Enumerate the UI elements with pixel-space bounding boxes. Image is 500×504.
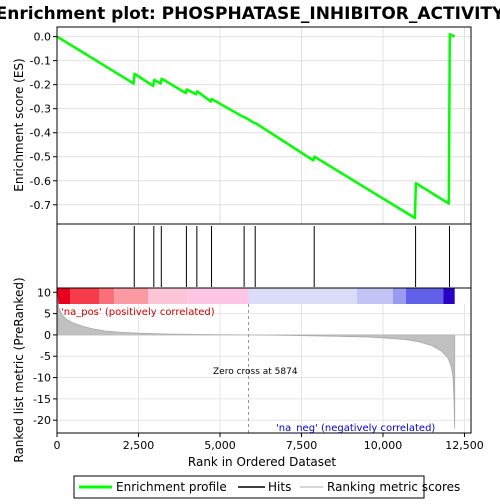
positive-correlation-label: 'na_pos' (positively correlated): [61, 307, 215, 318]
colorbar-segment: [70, 288, 100, 304]
es-y-ticks: 0.0 -0.1 -0.2 -0.3 -0.4 -0.5 -0.6 -0.7: [30, 31, 57, 212]
chart-title: Enrichment plot: PHOSPHATASE_INHIBITOR_A…: [0, 4, 500, 24]
x-tick-label: 10,000: [364, 439, 403, 452]
metric-y-tick-label: 5: [44, 308, 51, 321]
x-tick-label: 7,500: [286, 439, 318, 452]
metric-y-tick-label: -5: [40, 350, 51, 363]
colorbar-segment: [99, 288, 115, 304]
zero-cross-label: Zero cross at 5874: [213, 367, 298, 377]
metric-y-tick-label: -20: [33, 414, 51, 427]
legend-enrichment-label: Enrichment profile: [116, 480, 227, 494]
hit-lines: [133, 226, 450, 287]
metric-y-tick-label: 10: [37, 286, 51, 299]
enrichment-profile-line: [56, 32, 456, 220]
legend-hits-label: Hits: [268, 480, 291, 494]
colorbar-segment: [356, 288, 393, 304]
es-y-tick-label: -0.6: [30, 175, 51, 188]
metric-area: [56, 294, 471, 433]
es-gridlines: [57, 27, 471, 224]
colorbar-segment: [114, 288, 149, 304]
rank-colorbar: [57, 288, 455, 304]
metric-y-tick-label: -15: [33, 393, 51, 406]
metric-gridlines: [57, 304, 471, 433]
colorbar-segment: [443, 288, 455, 304]
hits-panel-frame: [56, 223, 472, 289]
colorbar-segment: [187, 288, 249, 304]
colorbar-segment: [405, 288, 444, 304]
x-tick-label: 5,000: [204, 439, 236, 452]
es-y-tick-label: 0.0: [34, 31, 52, 44]
enrichment-profile: [56, 32, 456, 220]
metric-y-tick-label: 0: [44, 329, 51, 342]
es-y-axis-label: Enrichment score (ES): [12, 58, 26, 191]
x-tick-label: 0: [54, 439, 61, 452]
metric-y-axis-label: Ranked list metric (PreRanked): [12, 277, 26, 462]
colorbar-segment: [392, 288, 406, 304]
es-y-tick-label: -0.1: [30, 55, 51, 68]
es-y-tick-label: -0.7: [30, 199, 51, 212]
colorbar-segment: [248, 288, 357, 304]
negative-correlation-label: 'na_neg' (negatively correlated): [276, 423, 435, 434]
es-y-tick-label: -0.5: [30, 151, 51, 164]
es-y-tick-label: -0.4: [30, 127, 51, 140]
x-tick-label: 12,500: [445, 439, 484, 452]
es-y-tick-label: -0.2: [30, 79, 51, 92]
metric-panel-frame: [56, 287, 472, 434]
legend-metric-label: Ranking metric scores: [327, 480, 460, 494]
x-tick-label: 2,500: [123, 439, 155, 452]
x-axis-label: Rank in Ordered Dataset: [188, 455, 336, 469]
metric-y-tick-label: -10: [33, 372, 51, 385]
es-panel-frame: [56, 26, 472, 225]
colorbar-segment: [57, 288, 71, 304]
x-ticks: 0 2,500 5,000 7,500 10,000 12,500: [54, 433, 484, 452]
metric-y-ticks: 10 5 0 -5 -10 -15 -20: [33, 286, 57, 427]
es-y-tick-label: -0.3: [30, 103, 51, 116]
colorbar-segment: [148, 288, 188, 304]
